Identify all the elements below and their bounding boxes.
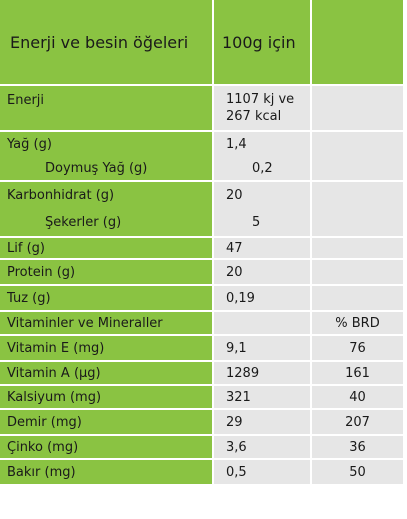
row-fat-brd (312, 132, 405, 182)
row-salt-label: Tuz (g) (0, 286, 214, 312)
header-per-text: 100g için (222, 32, 296, 52)
row-saturated-fat-value: 0,2 (252, 160, 273, 176)
row-fiber-brd (312, 238, 405, 260)
row-protein-brd (312, 260, 405, 286)
row-fiber-label: Lif (g) (0, 238, 214, 260)
row-copper-brd: 50 (312, 460, 405, 486)
row-protein-value: 20 (214, 260, 312, 286)
header-nutrient-text: Enerji ve besin öğeleri (10, 32, 189, 52)
row-carb-value: 20 5 (214, 182, 312, 238)
row-zinc-label: Çinko (mg) (0, 436, 214, 460)
row-fiber-value: 47 (214, 238, 312, 260)
row-vita-label: Vitamin A (µg) (0, 362, 214, 386)
row-fat-value: 1,4 0,2 (214, 132, 312, 182)
row-salt-brd (312, 286, 405, 312)
row-sugar-label: Şekerler (g) (45, 215, 122, 230)
row-iron-label: Demir (mg) (0, 410, 214, 436)
row-fat-label: Yağ (g) Doymuş Yağ (g) (0, 132, 214, 182)
row-vite-brd: 76 (312, 336, 405, 362)
row-energy-value: 1107 kj ve 267 kcal (214, 86, 312, 132)
row-vita-brd: 161 (312, 362, 405, 386)
row-zinc-brd: 36 (312, 436, 405, 460)
brd-column-header: % BRD (335, 315, 380, 331)
row-vita-value: 1289 (214, 362, 312, 386)
row-copper-value: 0,5 (214, 460, 312, 486)
row-vitmin-value (214, 312, 312, 336)
row-iron-brd: 207 (312, 410, 405, 436)
row-energy-brd (312, 86, 405, 132)
row-vitmin-label: Vitaminler ve Mineraller (0, 312, 214, 336)
row-calcium-brd: 40 (312, 386, 405, 410)
row-copper-label: Bakır (mg) (0, 460, 214, 486)
row-saturated-fat-label: Doymuş Yağ (g) (45, 160, 148, 176)
row-carb-brd (312, 182, 405, 238)
row-vitmin-brd: % BRD (312, 312, 405, 336)
row-carb-label: Karbonhidrat (g) Şekerler (g) (0, 182, 214, 238)
row-energy-label: Enerji (0, 86, 214, 132)
row-iron-value: 29 (214, 410, 312, 436)
row-zinc-value: 3,6 (214, 436, 312, 460)
row-calcium-label: Kalsiyum (mg) (0, 386, 214, 410)
row-sugar-value: 5 (252, 215, 261, 230)
header-per-label: 100g için (214, 0, 312, 86)
header-extra-label (312, 0, 405, 86)
row-vite-value: 9,1 (214, 336, 312, 362)
row-calcium-value: 321 (214, 386, 312, 410)
row-protein-label: Protein (g) (0, 260, 214, 286)
row-vite-label: Vitamin E (mg) (0, 336, 214, 362)
row-salt-value: 0,19 (214, 286, 312, 312)
header-nutrient-label: Enerji ve besin öğeleri (0, 0, 214, 86)
